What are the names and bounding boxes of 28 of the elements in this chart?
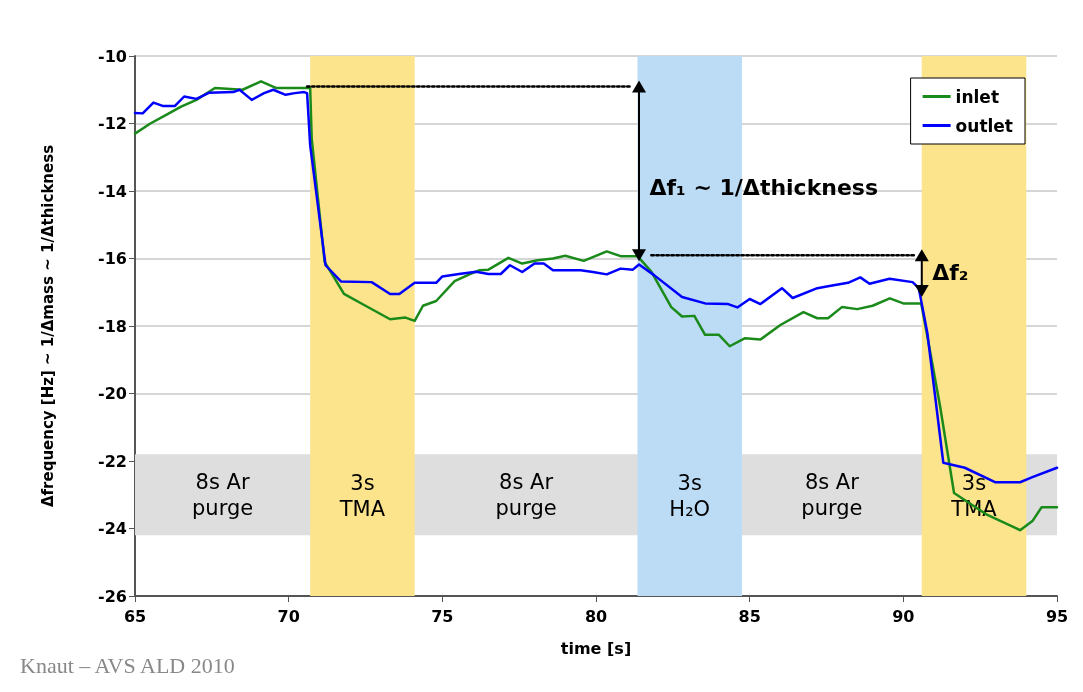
band-label: 3s H₂O: [669, 471, 711, 521]
y-tick-label: -12: [98, 114, 127, 133]
x-tick-label: 85: [738, 606, 761, 626]
y-tick-label: -20: [98, 384, 127, 403]
x-tick-label: 90: [892, 606, 915, 626]
annotation: 8s Ar purge: [801, 469, 863, 520]
y-axis-title: Δfrequency [Hz] ~ 1/Δmass ~ 1/Δthickness: [38, 144, 57, 508]
y-tick-label: -10: [98, 46, 127, 66]
y-tick-label: -22: [98, 451, 127, 471]
y-tick-label: -26: [98, 586, 127, 606]
x-tick-label: 95: [1045, 606, 1069, 626]
x-axis-title: time [s]: [560, 638, 632, 658]
annotation: Δf₁ ~ 1/Δthickness: [649, 175, 879, 201]
x-tick-label: 75: [431, 606, 454, 626]
legend-label: outlet: [955, 115, 1014, 136]
y-tick-label: -14: [98, 181, 127, 201]
y-tick-label: -24: [98, 519, 127, 538]
annotation: 8s Ar purge: [495, 469, 557, 520]
y-tick-label: -18: [98, 316, 127, 336]
legend-label: inlet: [955, 86, 1000, 107]
annotation: 8s Ar purge: [192, 469, 254, 520]
x-tick-label: 65: [123, 606, 147, 626]
x-tick-label: 80: [584, 606, 608, 626]
y-tick-label: -16: [98, 249, 127, 268]
band-label: 3s TMA: [338, 471, 386, 521]
annotation: Δf₂: [932, 259, 969, 285]
x-tick-label: 70: [277, 606, 300, 626]
text: Knaut – AVS ALD 2010: [20, 652, 235, 678]
